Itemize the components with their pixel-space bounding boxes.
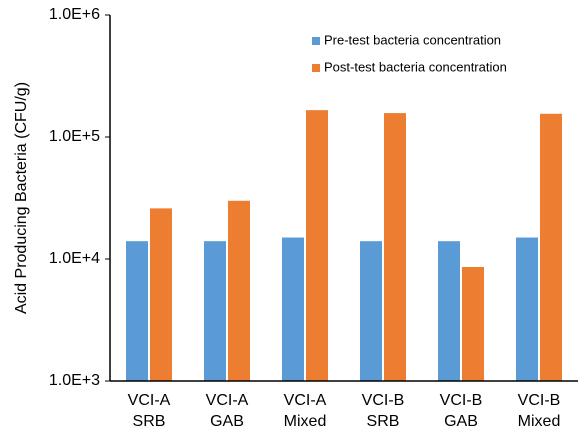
x-tick-label-line: SRB (133, 413, 166, 430)
y-tick-label: 1.0E+3 (49, 372, 100, 389)
y-tick-label: 1.0E+6 (49, 6, 100, 23)
bar (516, 237, 538, 381)
bar (126, 241, 148, 381)
x-tick-label: VCI-B GAB (440, 392, 483, 430)
bar (150, 208, 172, 381)
x-tick-label-line: SRB (367, 413, 400, 430)
x-tick-label-line: VCI-A (284, 392, 327, 409)
bar (438, 241, 460, 381)
x-tick-label-line: VCI-A (128, 392, 171, 409)
x-tick-label-line: Mixed (518, 413, 561, 430)
x-tick-label: VCI-A SRB (128, 392, 171, 430)
x-tick-label-line: VCI-B (518, 392, 561, 409)
legend-swatch (312, 37, 320, 45)
legend-label: Pre-test bacteria concentration (324, 32, 501, 47)
bar (384, 113, 406, 381)
x-tick-label: VCI-B Mixed (518, 392, 561, 430)
bar (360, 241, 382, 381)
x-tick-label: VCI-A GAB (206, 392, 249, 430)
bar (462, 266, 484, 381)
x-tick-label: VCI-A Mixed (284, 392, 327, 430)
bar (204, 241, 226, 381)
y-axis-label: Acid Producing Bacteria (CFU/g) (13, 82, 30, 314)
legend-label: Post-test bacteria concentration (324, 59, 507, 74)
x-tick-label-line: Mixed (284, 413, 327, 430)
x-tick-label: VCI-B SRB (362, 392, 405, 430)
bar (282, 237, 304, 381)
bar (306, 110, 328, 381)
legend-swatch (312, 64, 320, 72)
x-tick-label-line: VCI-B (440, 392, 483, 409)
y-tick-label: 1.0E+4 (49, 250, 100, 267)
y-tick-label: 1.0E+5 (49, 128, 100, 145)
bar (540, 113, 562, 381)
x-tick-label-line: VCI-B (362, 392, 405, 409)
x-tick-label-line: GAB (444, 413, 478, 430)
x-tick-label-line: GAB (210, 413, 244, 430)
bar (228, 200, 250, 381)
x-tick-label-line: VCI-A (206, 392, 249, 409)
